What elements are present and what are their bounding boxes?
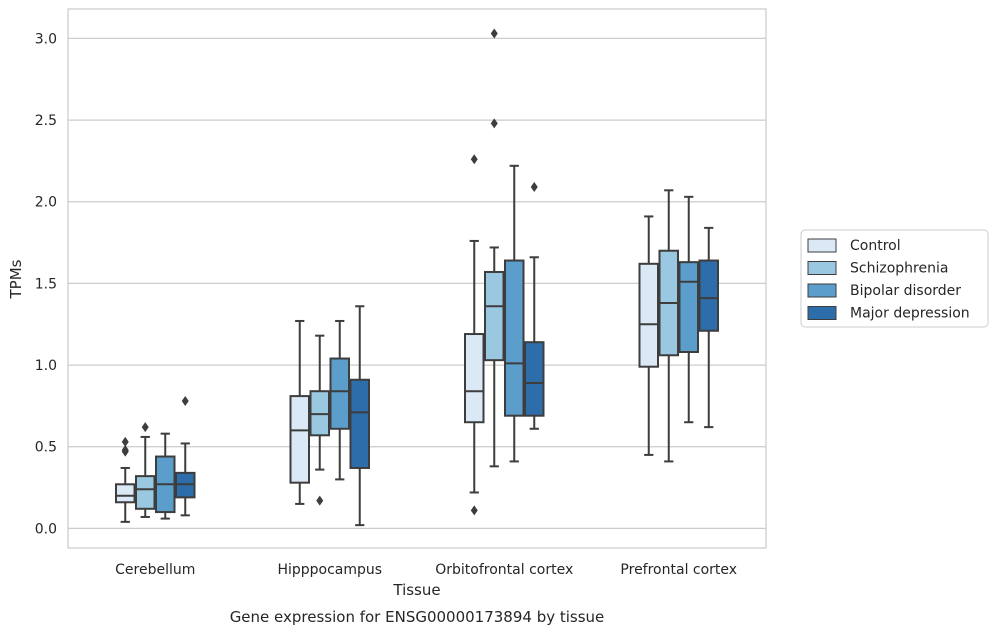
box-bipolar-disorder: [504, 164, 525, 463]
box-iqr: [504, 259, 525, 417]
box-control: [289, 319, 310, 505]
box-iqr: [289, 395, 310, 484]
box-iqr: [678, 261, 699, 353]
legend-label: Bipolar disorder: [850, 283, 961, 299]
box-iqr: [524, 341, 545, 417]
box-major-depression: [175, 396, 196, 517]
y-tick-label: 2.5: [35, 113, 57, 129]
x-tick-label: Prefrontal cortex: [620, 562, 737, 578]
legend-items: Control Schizophrenia Bipolar disorder Majo…: [807, 238, 970, 322]
x-tick-label: Orbitofrontal cortex: [435, 562, 573, 578]
outlier-marker: [490, 28, 498, 39]
legend-label: Schizophrenia: [850, 261, 948, 277]
outlier-marker: [470, 505, 478, 516]
legend-swatch: [807, 238, 837, 253]
outlier-marker: [121, 445, 129, 455]
box-iqr: [349, 378, 370, 469]
box-schizophrenia: [658, 189, 679, 463]
legend-label: Major depression: [850, 306, 970, 322]
outlier-marker: [470, 154, 478, 165]
box-iqr: [329, 357, 350, 430]
box-iqr: [484, 270, 505, 362]
box-iqr: [638, 262, 659, 368]
legend-label: Control: [850, 238, 901, 254]
legend-frame: [800, 229, 989, 328]
figure-caption: Gene expression for ENSG00000173894 by t…: [230, 608, 605, 626]
y-tick-label: 3.0: [35, 31, 57, 47]
x-tick-label: Cerebellum: [115, 562, 195, 578]
legend-swatch: [807, 283, 837, 298]
boxes-layer: [115, 28, 719, 527]
box-iqr: [464, 333, 485, 424]
box-iqr: [135, 475, 156, 510]
box-bipolar-disorder: [678, 195, 699, 424]
y-axis-label: TPMs: [7, 259, 25, 299]
box-control: [464, 154, 485, 516]
outlier-marker: [141, 422, 149, 433]
x-tick-label: Hipppocampus: [277, 562, 382, 578]
outlier-marker: [490, 118, 498, 129]
y-tick-label: 1.5: [35, 276, 57, 292]
outlier-marker: [530, 182, 538, 193]
y-tick-label: 0.5: [35, 440, 57, 456]
legend-swatch: [807, 261, 837, 275]
outlier-marker: [316, 495, 324, 506]
box-iqr: [698, 259, 719, 332]
legend: Control Schizophrenia Bipolar disorder Majo…: [800, 229, 989, 328]
box-schizophrenia: [135, 422, 156, 518]
box-major-depression: [524, 182, 545, 430]
box-schizophrenia: [309, 334, 330, 506]
x-axis-label: Tissue: [392, 581, 440, 599]
box-control: [638, 215, 659, 456]
box-bipolar-disorder: [155, 432, 176, 520]
y-tick-label: 2.0: [35, 195, 57, 211]
outlier-marker: [121, 436, 129, 447]
y-tick-label: 0.0: [35, 521, 57, 537]
outlier-marker: [181, 396, 189, 406]
legend-swatch: [807, 306, 837, 320]
plot-frame: [67, 8, 767, 549]
box-schizophrenia: [484, 28, 505, 468]
y-tick-labels: 0.0 0.5 1.0 1.5 2.0 2.5 3.0: [35, 31, 57, 537]
box-control: [115, 436, 136, 523]
y-tick-label: 1.0: [35, 358, 57, 374]
box-major-depression: [698, 226, 719, 429]
box-major-depression: [349, 305, 370, 527]
box-bipolar-disorder: [329, 319, 350, 481]
x-tick-labels: Cerebellum Hipppocampus Orbitofrontal cort…: [115, 562, 737, 578]
box-iqr: [115, 483, 136, 504]
